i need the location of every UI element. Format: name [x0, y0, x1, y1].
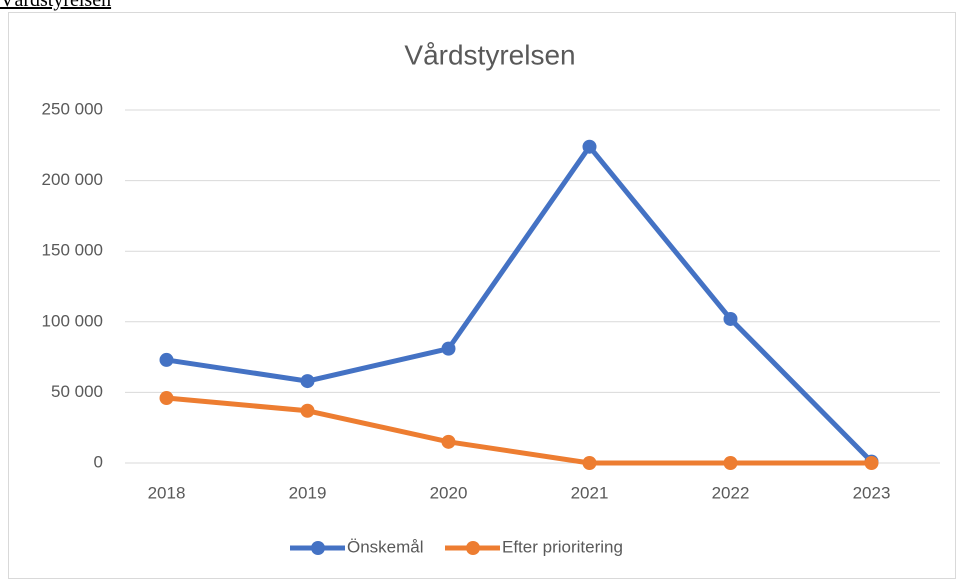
data-point	[723, 311, 738, 326]
y-tick-label: 50 000	[51, 382, 103, 401]
data-point	[864, 456, 879, 470]
legend-label: Önskemål	[347, 537, 424, 556]
legend-label: Efter prioritering	[502, 537, 623, 556]
data-point	[441, 341, 456, 356]
data-point	[723, 456, 738, 470]
data-point	[441, 434, 456, 449]
data-point	[159, 352, 174, 367]
data-point	[300, 374, 315, 389]
data-point	[582, 139, 597, 154]
y-tick-label: 200 000	[42, 170, 103, 189]
series-line	[164, 395, 874, 466]
data-point	[300, 403, 315, 418]
x-tick-label: 2022	[712, 483, 750, 502]
legend-marker	[466, 541, 480, 555]
x-tick-label: 2021	[571, 483, 609, 502]
x-tick-label: 2023	[853, 483, 891, 502]
y-tick-label: 150 000	[42, 241, 103, 260]
x-tick-label: 2020	[430, 483, 468, 502]
data-point	[159, 391, 174, 406]
y-tick-label: 100 000	[42, 311, 103, 330]
page-heading: Vårdstyrelsen	[0, 0, 111, 11]
series-line	[164, 144, 874, 465]
chart-frame	[8, 12, 956, 579]
y-tick-label: 250 000	[42, 99, 103, 118]
y-tick-label: 0	[94, 452, 103, 471]
chart-title: Vårdstyrelsen	[404, 39, 575, 70]
legend-marker	[311, 541, 325, 555]
x-tick-label: 2018	[148, 483, 186, 502]
x-tick-label: 2019	[289, 483, 327, 502]
data-point	[582, 456, 597, 470]
